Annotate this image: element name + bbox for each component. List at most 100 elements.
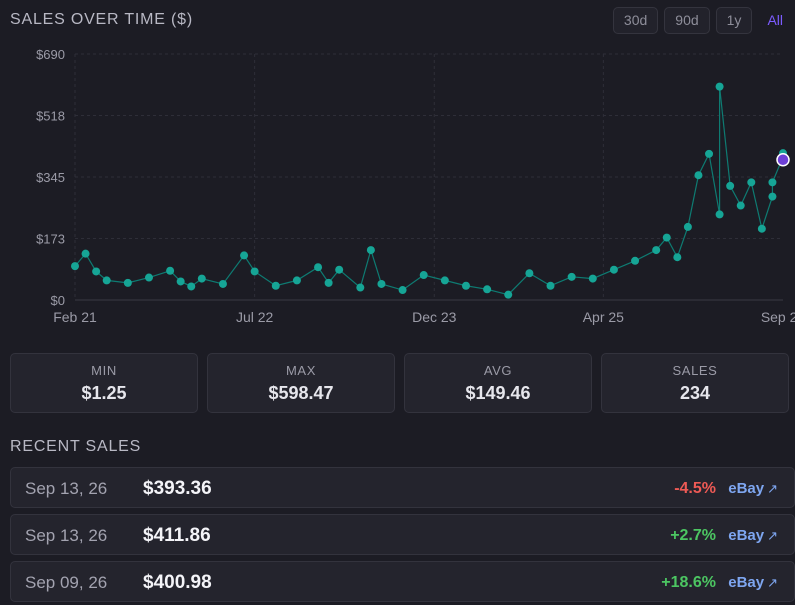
data-point: [92, 267, 101, 276]
stats-row: MIN $1.25 MAX $598.47 AVG $149.46 SALES …: [10, 353, 795, 413]
sale-row[interactable]: Sep 13, 26 $393.36 -4.5% eBay ↗: [10, 467, 795, 508]
sale-source-label: eBay: [728, 527, 765, 544]
data-point: [715, 210, 724, 219]
data-point: [747, 178, 756, 187]
data-point: [144, 273, 153, 282]
data-point: [166, 266, 175, 275]
data-point: [736, 201, 745, 210]
stat-sales: SALES 234: [601, 353, 789, 413]
data-point: [324, 278, 333, 287]
data-point: [250, 267, 259, 276]
data-point: [683, 222, 692, 231]
sale-date: Sep 09, 26: [25, 573, 108, 592]
y-tick-label: $345: [36, 170, 65, 185]
stat-avg: AVG $149.46: [404, 353, 592, 413]
sale-price: $411.86: [143, 525, 211, 546]
data-point: [768, 178, 777, 187]
sale-change: -4.5%: [674, 480, 716, 497]
x-tick-label: Jul 22: [236, 309, 274, 325]
sale-source-link[interactable]: eBay ↗: [728, 574, 778, 591]
data-point: [176, 277, 185, 286]
data-point: [567, 272, 576, 281]
stat-label: MIN: [91, 363, 117, 378]
stat-value: $1.25: [81, 383, 127, 403]
sale-price: $400.98: [143, 572, 212, 593]
range-90d-button[interactable]: 90d: [664, 7, 710, 34]
latest-sale-point: [776, 153, 790, 167]
data-point: [705, 149, 714, 158]
data-point: [757, 224, 766, 233]
sale-source-label: eBay: [728, 480, 765, 497]
data-point: [71, 262, 79, 271]
series-line: [74, 86, 784, 296]
range-30d-button[interactable]: 30d: [612, 7, 659, 34]
sales-chart[interactable]: $0 $173 $345 $518 $690 Feb 21 Jul 22 Dec 23 Apr …: [0, 36, 795, 336]
data-point: [631, 256, 640, 265]
sale-source-link[interactable]: eBay ↗: [728, 527, 778, 544]
sale-row[interactable]: Sep 09, 26 $400.98 +18.6% eBay ↗: [10, 561, 795, 602]
data-point: [461, 281, 470, 290]
sale-change: +18.6%: [661, 574, 716, 591]
data-point: [218, 279, 227, 288]
y-tick-label: $173: [36, 232, 65, 247]
recent-sales-list: Sep 13, 26 $393.36 -4.5% eBay ↗ Sep 13, 2…: [10, 467, 795, 605]
data-point: [187, 282, 196, 291]
data-point: [292, 276, 301, 285]
data-point: [398, 286, 407, 295]
x-tick-label: Sep 26: [761, 309, 795, 325]
data-point: [609, 265, 618, 274]
sale-date: Sep 13, 26: [25, 526, 108, 545]
data-point: [483, 285, 492, 294]
sale-source-label: eBay: [728, 574, 765, 591]
stat-label: SALES: [672, 363, 718, 378]
data-point: [366, 246, 375, 255]
stat-value: $149.46: [465, 383, 531, 403]
data-point: [588, 274, 597, 283]
stat-value: $598.47: [268, 383, 334, 403]
data-point: [768, 192, 777, 201]
data-point: [726, 181, 735, 190]
external-link-icon: ↗: [767, 575, 778, 590]
data-point: [546, 281, 555, 290]
x-tick-label: Feb 21: [53, 309, 97, 325]
y-tick-label: $690: [36, 47, 65, 62]
data-point: [335, 265, 344, 274]
chart-header: SALES OVER TIME ($) 30d 90d 1y All: [10, 7, 795, 34]
sale-change: +2.7%: [670, 527, 716, 544]
data-point: [440, 276, 449, 285]
y-tick-label: $0: [51, 293, 65, 308]
external-link-icon: ↗: [767, 481, 778, 496]
sale-source-link[interactable]: eBay ↗: [728, 480, 778, 497]
sale-price: $393.36: [143, 478, 212, 499]
range-selector: 30d 90d 1y All: [612, 7, 795, 34]
data-point: [694, 171, 703, 180]
data-point: [102, 276, 111, 285]
sale-date: Sep 13, 26: [25, 479, 108, 498]
stat-min: MIN $1.25: [10, 353, 198, 413]
data-point: [419, 271, 428, 280]
range-1y-button[interactable]: 1y: [715, 7, 753, 34]
data-point: [377, 279, 386, 288]
data-point: [81, 249, 90, 258]
data-point: [314, 263, 323, 272]
data-point: [197, 274, 206, 283]
y-tick-label: $518: [36, 109, 65, 124]
range-all-button[interactable]: All: [767, 12, 783, 28]
data-point: [715, 82, 724, 91]
stat-label: MAX: [286, 363, 316, 378]
sale-row[interactable]: Sep 13, 26 $411.86 +2.7% eBay ↗: [10, 514, 795, 555]
data-point: [652, 246, 661, 255]
recent-sales-title: RECENT SALES: [10, 438, 142, 455]
stat-value: 234: [679, 383, 711, 403]
x-tick-label: Apr 25: [583, 309, 624, 325]
data-point: [673, 253, 682, 262]
data-point: [271, 281, 280, 290]
chart-title: SALES OVER TIME ($): [10, 11, 193, 28]
stat-label: AVG: [483, 363, 513, 378]
data-point: [525, 269, 534, 278]
data-point: [123, 278, 132, 287]
data-point: [504, 290, 513, 299]
data-point: [356, 283, 365, 292]
x-tick-label: Dec 23: [412, 309, 457, 325]
stat-max: MAX $598.47: [207, 353, 395, 413]
